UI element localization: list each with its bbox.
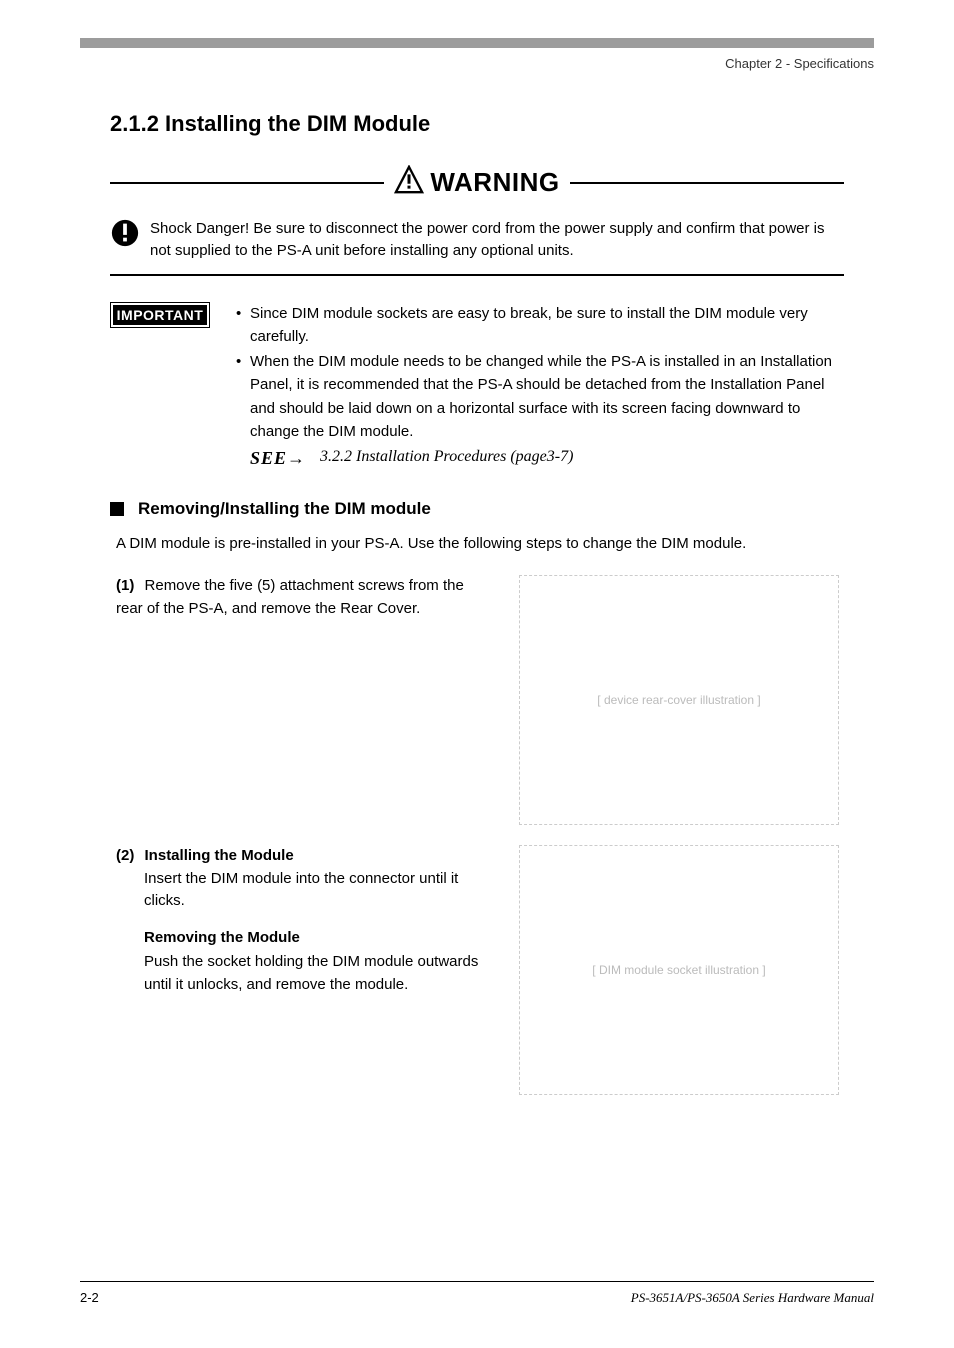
section-title: 2.1.2 Installing the DIM Module [110, 111, 874, 137]
important-item-1: Since DIM module sockets are easy to bre… [250, 302, 844, 349]
subsection-intro: A DIM module is pre-installed in your PS… [116, 533, 844, 556]
step-1-text: Remove the five (5) attachment screws fr… [116, 577, 464, 617]
important-item-2: When the DIM module needs to be changed … [250, 350, 844, 443]
step-2-text: Insert the DIM module into the connector… [144, 868, 494, 913]
important-block: IMPORTANT •Since DIM module sockets are … [110, 302, 844, 473]
warning-rule-right [570, 182, 844, 184]
step-3-text: Push the socket holding the DIM module o… [144, 951, 494, 996]
warning-block: WARNING Shock Danger! Be sure to disconn… [110, 165, 844, 276]
step-1-num: (1) [116, 575, 134, 598]
chapter-header: Chapter 2 - Specifications [80, 56, 874, 71]
warning-end-rule [110, 274, 844, 276]
crossref-text: 3.2.2 Installation Procedures (page3-7) [320, 445, 573, 473]
page-number: 2-2 [80, 1290, 99, 1306]
see-arrow-label: SEE→ [250, 445, 320, 473]
footer-rule [80, 1281, 874, 1282]
bullet: • [236, 302, 250, 349]
caution-circle-icon [110, 218, 150, 262]
subsection-square-icon [110, 502, 124, 516]
important-badge: IMPORTANT [110, 302, 210, 328]
step-2-num: (2) [116, 845, 134, 868]
step-3-heading: Removing the Module [144, 927, 494, 950]
figure-rear-cover: [ device rear-cover illustration ] [519, 575, 839, 825]
bullet: • [236, 350, 250, 443]
header-bar [80, 38, 874, 48]
figure-dim-module: [ DIM module socket illustration ] [519, 845, 839, 1095]
step-2-heading: Installing the Module [145, 847, 294, 864]
warning-rule-left [110, 182, 384, 184]
warning-label: WARNING [430, 167, 559, 198]
warning-body-text: Shock Danger! Be sure to disconnect the … [150, 218, 844, 262]
warning-triangle-icon [394, 165, 430, 200]
manual-title: PS-3651A/PS-3650A Series Hardware Manual [631, 1290, 874, 1306]
subsection-title: Removing/Installing the DIM module [138, 499, 431, 519]
